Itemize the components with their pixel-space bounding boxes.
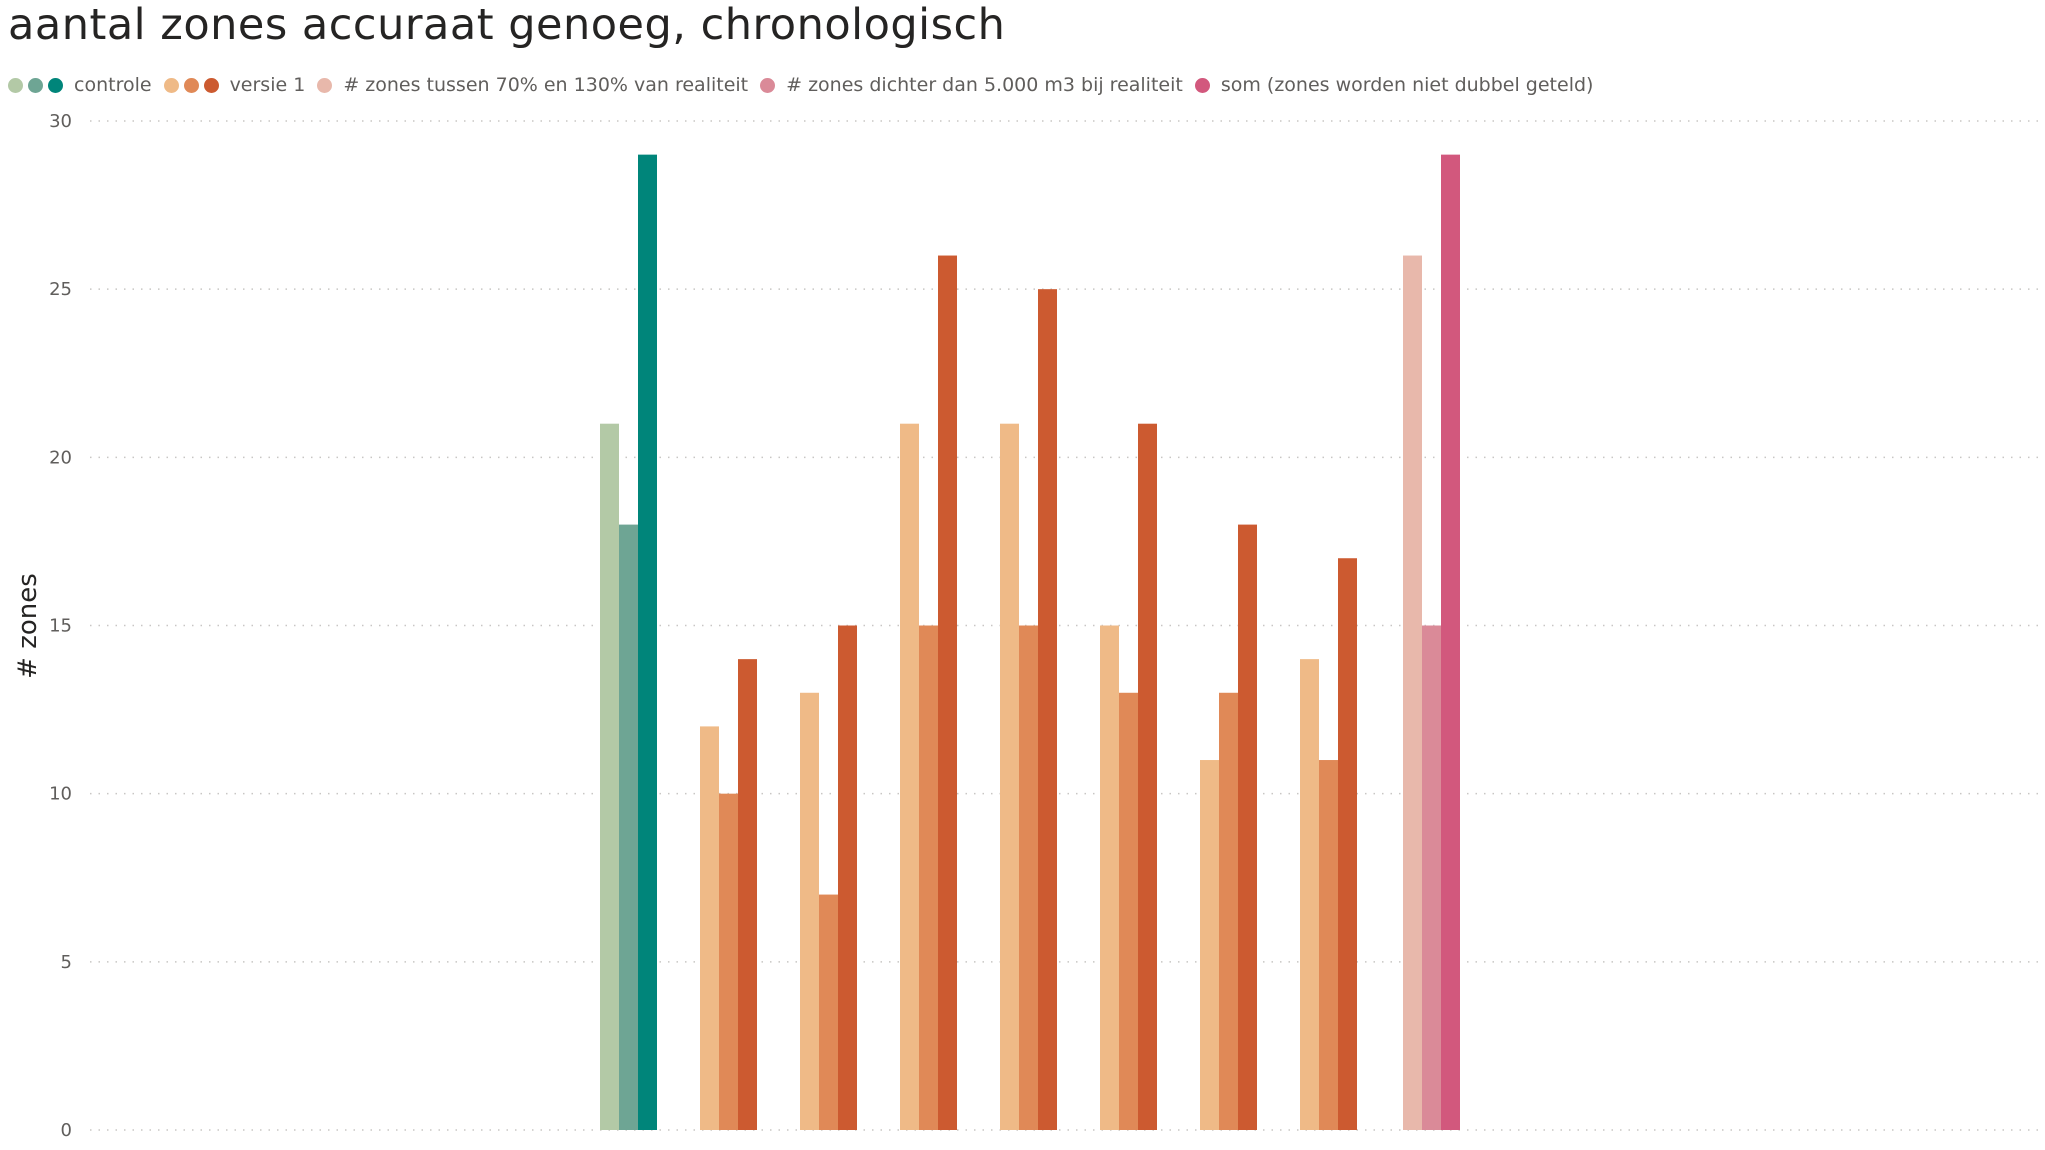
bar-group	[1403, 154, 1460, 1131]
bar[interactable]	[900, 423, 919, 1130]
bar[interactable]	[700, 726, 719, 1130]
legend-label: controle	[74, 74, 152, 96]
legend-dot-icon	[28, 77, 43, 93]
y-tick-label: 0	[61, 1120, 72, 1141]
bar[interactable]	[919, 625, 938, 1131]
legend-marker-icon	[760, 77, 780, 93]
bar[interactable]	[1200, 760, 1219, 1130]
bars	[600, 154, 1460, 1131]
bar-group	[600, 154, 657, 1131]
bar[interactable]	[619, 524, 638, 1130]
legend-marker-icon	[8, 77, 68, 93]
bar[interactable]	[1300, 659, 1319, 1130]
bar[interactable]	[1219, 692, 1238, 1130]
legend-item[interactable]: versie 1	[163, 74, 306, 96]
legend-marker-icon	[163, 77, 224, 93]
bar[interactable]	[600, 423, 619, 1130]
bar-group	[1300, 558, 1357, 1130]
y-tick-label: 15	[49, 616, 72, 637]
legend-item[interactable]: som (zones worden niet dubbel geteld)	[1194, 74, 1594, 96]
legend: controle versie 1 # zones tussen 70% en 13…	[8, 70, 1605, 100]
bar-group	[800, 625, 857, 1131]
bar[interactable]	[938, 255, 957, 1131]
legend-label: som (zones worden niet dubbel geteld)	[1220, 74, 1594, 96]
bar[interactable]	[638, 154, 657, 1131]
bar[interactable]	[1100, 625, 1119, 1131]
bar[interactable]	[719, 793, 738, 1130]
legend-dot-icon	[163, 77, 179, 93]
y-tick-label: 20	[49, 447, 72, 468]
y-axis-title: # zones	[13, 573, 43, 679]
bar[interactable]	[800, 692, 819, 1130]
bar[interactable]	[838, 625, 857, 1131]
bar-group	[1000, 289, 1057, 1131]
bar-group	[700, 659, 757, 1130]
bar[interactable]	[1338, 558, 1357, 1130]
bar[interactable]	[1441, 154, 1460, 1131]
legend-dot-icon	[8, 77, 23, 93]
legend-item[interactable]: controle	[8, 74, 152, 96]
legend-item[interactable]: # zones tussen 70% en 130% van realiteit	[317, 74, 748, 96]
bar[interactable]	[1038, 289, 1057, 1131]
legend-dot-icon	[1194, 77, 1210, 93]
bar[interactable]	[1422, 625, 1441, 1131]
legend-dot-icon	[183, 77, 199, 93]
legend-label: # zones tussen 70% en 130% van realiteit	[343, 74, 749, 96]
bar[interactable]	[1403, 255, 1422, 1131]
chart-title: aantal zones accuraat genoeg, chronologi…	[8, 0, 1006, 50]
legend-marker-icon	[1194, 77, 1215, 93]
gridlines	[90, 120, 2040, 1131]
legend-item[interactable]: # zones dichter dan 5.000 m3 bij realite…	[760, 74, 1183, 96]
bar[interactable]	[1319, 760, 1338, 1130]
legend-dot-icon	[317, 77, 333, 93]
bar[interactable]	[738, 659, 757, 1130]
bar[interactable]	[1138, 423, 1157, 1130]
bar[interactable]	[819, 894, 838, 1130]
legend-label: # zones dichter dan 5.000 m3 bij realite…	[786, 74, 1183, 96]
bar[interactable]	[1238, 524, 1257, 1130]
legend-label: versie 1	[229, 74, 306, 96]
legend-dot-icon	[203, 77, 219, 93]
legend-marker-icon	[317, 77, 337, 93]
bar[interactable]	[1000, 423, 1019, 1130]
y-axis-ticks: 0 5 10 15 20 25 30	[49, 111, 72, 1141]
y-tick-label: 10	[49, 784, 72, 805]
bar[interactable]	[1119, 692, 1138, 1130]
bar-group	[1200, 524, 1257, 1130]
y-tick-label: 30	[49, 111, 72, 132]
legend-dot-icon	[48, 77, 63, 93]
bar[interactable]	[1019, 625, 1038, 1131]
bar-group	[1100, 423, 1157, 1131]
y-tick-label: 25	[49, 279, 72, 300]
legend-dot-icon	[760, 77, 776, 93]
bar-group	[900, 255, 957, 1131]
y-tick-label: 5	[61, 952, 72, 973]
